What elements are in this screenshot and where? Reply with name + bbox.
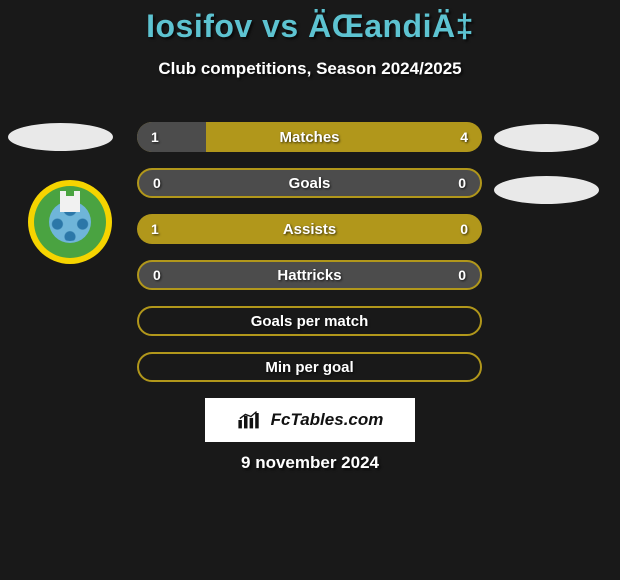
stat-row-hattricks: 0 Hattricks 0 xyxy=(137,260,482,290)
stat-row-goals: 0 Goals 0 xyxy=(137,168,482,198)
stat-value-right: 4 xyxy=(460,129,468,145)
stat-fill-left xyxy=(137,122,206,152)
club-badge-left xyxy=(28,180,112,264)
club-logo-right-placeholder xyxy=(494,176,599,204)
stat-row-goals-per-match: Goals per match xyxy=(137,306,482,336)
stat-value-left: 0 xyxy=(153,267,161,283)
stat-label: Assists xyxy=(283,221,336,238)
page-title: Iosifov vs ÄŒandiÄ‡ xyxy=(0,0,620,45)
player-photo-left-placeholder xyxy=(8,123,113,151)
stat-value-right: 0 xyxy=(460,221,468,237)
fctables-banner[interactable]: FcTables.com xyxy=(205,398,415,442)
stat-value-right: 0 xyxy=(458,267,466,283)
stat-row-min-per-goal: Min per goal xyxy=(137,352,482,382)
stat-label: Min per goal xyxy=(265,359,353,376)
stats-panel: 1 Matches 4 0 Goals 0 1 Assists 0 0 Hatt… xyxy=(137,122,482,398)
date-text: 9 november 2024 xyxy=(0,453,620,473)
stat-value-left: 1 xyxy=(151,221,159,237)
fctables-label: FcTables.com xyxy=(271,410,384,430)
stat-label: Matches xyxy=(279,129,339,146)
stat-value-left: 1 xyxy=(151,129,159,145)
stat-label: Hattricks xyxy=(277,267,341,284)
player-photo-right-placeholder xyxy=(494,124,599,152)
stat-row-assists: 1 Assists 0 xyxy=(137,214,482,244)
stat-value-left: 0 xyxy=(153,175,161,191)
castle-icon xyxy=(60,196,80,212)
stat-value-right: 0 xyxy=(458,175,466,191)
page-subtitle: Club competitions, Season 2024/2025 xyxy=(0,59,620,79)
stat-label: Goals xyxy=(289,175,331,192)
stat-row-matches: 1 Matches 4 xyxy=(137,122,482,152)
stat-label: Goals per match xyxy=(251,313,369,330)
bar-chart-icon xyxy=(237,410,265,430)
badge-inner xyxy=(34,186,106,258)
